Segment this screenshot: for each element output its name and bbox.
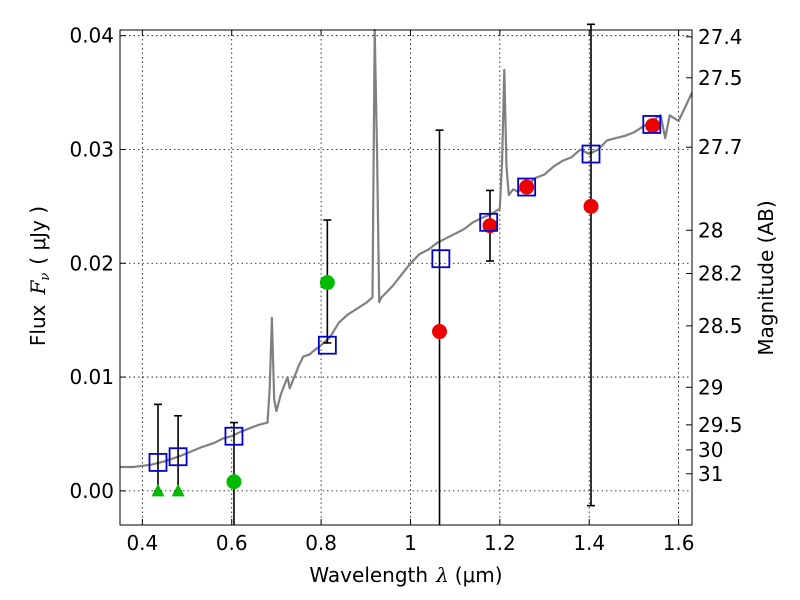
x-axis-label: Wavelength λ (μm) bbox=[309, 563, 502, 587]
model-band-square bbox=[642, 115, 662, 134]
model-band-square bbox=[581, 144, 601, 164]
green-data-point bbox=[319, 275, 335, 291]
x-tick-label: 0.8 bbox=[305, 531, 337, 555]
model-band-square bbox=[317, 335, 337, 355]
y-axis-ticks: 0.00 0.01 0.02 0.03 0.04 bbox=[69, 24, 126, 503]
x-axis-label-symbol: λ bbox=[435, 563, 449, 587]
model-spectrum-layer bbox=[120, 28, 693, 469]
red-data-point bbox=[482, 218, 498, 234]
model-band-square bbox=[168, 447, 188, 467]
x-tick-label: 1.2 bbox=[484, 531, 516, 555]
x-tick-label: 0.6 bbox=[216, 531, 248, 555]
x-tick-label: 1 bbox=[404, 531, 417, 555]
model-band-square bbox=[148, 453, 168, 472]
y-tick-label: 0.01 bbox=[69, 365, 114, 389]
red-data-point bbox=[519, 179, 535, 195]
upper-limit-marker bbox=[171, 483, 185, 497]
x-tick-label: 1.6 bbox=[663, 531, 695, 555]
magnitude-tick-label: 28 bbox=[698, 218, 723, 242]
x-axis-label-unit: (μm) bbox=[455, 563, 503, 587]
y-axis-label-text: Flux bbox=[26, 304, 50, 346]
y-axis-label-unit: ( μJy ) bbox=[26, 206, 50, 265]
x-tick-label: 0.4 bbox=[126, 531, 158, 555]
magnitude-tick-label: 29.5 bbox=[698, 413, 743, 437]
magnitude-tick-label: 27.7 bbox=[698, 135, 743, 159]
y-axis-label-subscript: ν bbox=[38, 273, 53, 281]
y-tick-label: 0.03 bbox=[69, 137, 114, 161]
x-tick-label: 1.4 bbox=[573, 531, 605, 555]
plot-frame bbox=[119, 29, 693, 526]
magnitude-tick-label: 27.5 bbox=[698, 66, 743, 90]
model-band-square bbox=[517, 177, 537, 197]
magnitude-tick-label: 28.2 bbox=[698, 262, 743, 286]
y-tick-label: 0.00 bbox=[69, 479, 114, 503]
red-data-point bbox=[583, 198, 599, 214]
red-data-point bbox=[432, 324, 448, 340]
green-data-point bbox=[226, 474, 242, 490]
grid bbox=[120, 30, 692, 525]
magnitude-tick-label: 27.4 bbox=[698, 25, 743, 49]
y-tick-label: 0.02 bbox=[69, 251, 114, 275]
model-band-square bbox=[224, 426, 244, 446]
red-data-point bbox=[645, 118, 661, 134]
x-axis-ticks: 0.4 0.6 0.8 1 1.2 1.4 1.6 bbox=[126, 30, 695, 555]
upper-limit-marker bbox=[151, 483, 165, 497]
model-spectrum-line bbox=[120, 28, 693, 469]
magnitude-tick-label: 30 bbox=[698, 438, 723, 462]
magnitude-axis-label: Magnitude (AB) bbox=[754, 200, 778, 355]
x-axis-label-text: Wavelength bbox=[309, 563, 428, 587]
y-axis-label-symbol: F bbox=[26, 280, 50, 296]
model-band-square bbox=[479, 212, 499, 232]
y-axis-label: Flux Fν ( μJy ) bbox=[26, 206, 53, 346]
y-tick-label: 0.04 bbox=[69, 24, 114, 48]
marker-layer bbox=[148, 115, 662, 497]
magnitude-tick-label: 29 bbox=[698, 375, 723, 399]
model-band-square bbox=[431, 249, 451, 269]
magnitude-tick-label: 31 bbox=[698, 462, 723, 486]
magnitude-tick-label: 28.5 bbox=[698, 314, 743, 338]
